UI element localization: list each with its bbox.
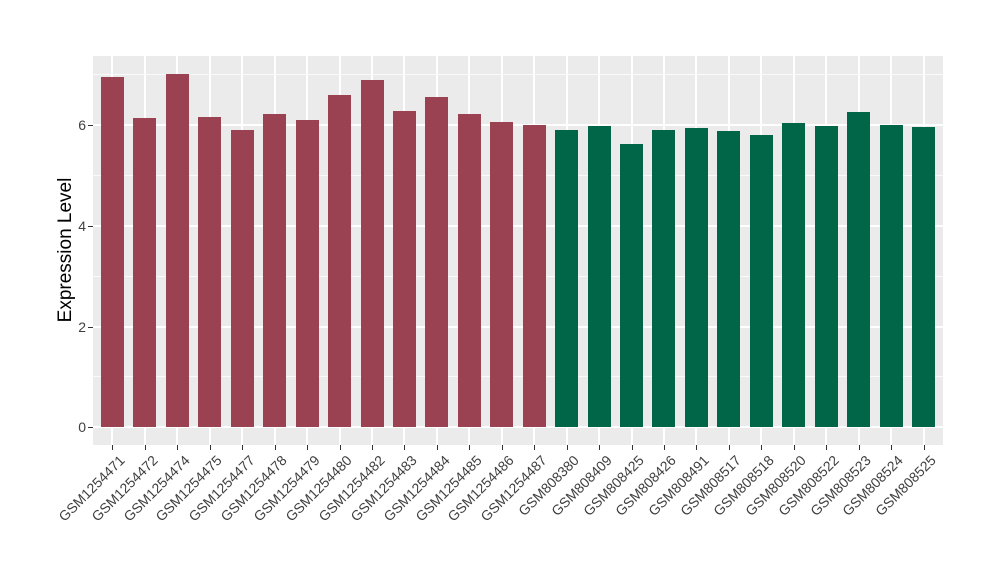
x-tick-mark-GSM1254474: [177, 445, 179, 450]
x-tick-mark-GSM1254483: [404, 445, 406, 450]
x-tick-mark-GSM808523: [858, 445, 860, 450]
bar-GSM1254478: [263, 113, 287, 428]
y-tick-mark-0: [88, 427, 93, 429]
bar-GSM1254485: [457, 113, 481, 428]
gridline-minor-y7: [93, 74, 943, 76]
x-tick-mark-GSM1254482: [372, 445, 373, 450]
y-axis-title: Expression Level: [55, 177, 76, 323]
x-tick-mark-GSM808520: [793, 445, 795, 450]
x-tick-mark-GSM1254486: [501, 445, 503, 450]
x-tick-mark-GSM1254487: [534, 445, 536, 450]
y-tick-label-6: 6: [78, 117, 86, 134]
bar-GSM808425: [620, 144, 644, 428]
x-tick-mark-GSM1254477: [242, 445, 244, 450]
x-tick-mark-GSM1254480: [339, 445, 341, 450]
x-tick-mark-GSM808380: [566, 445, 568, 450]
bar-GSM1254483: [392, 110, 416, 428]
x-tick-mark-GSM1254472: [144, 445, 146, 450]
bar-GSM808491: [684, 127, 708, 428]
y-tick-mark-4: [88, 225, 93, 227]
x-tick-mark-GSM1254479: [307, 445, 309, 450]
x-tick-mark-GSM808409: [599, 445, 601, 450]
x-tick-mark-GSM808518: [761, 445, 763, 450]
x-tick-mark-GSM808522: [826, 445, 828, 450]
bar-GSM808409: [587, 126, 611, 428]
y-tick-label-0: 0: [78, 419, 86, 436]
y-tick-mark-6: [88, 125, 93, 127]
bar-GSM808520: [782, 122, 806, 428]
bar-GSM1254482: [360, 79, 384, 428]
bar-GSM1254472: [133, 117, 157, 428]
y-tick-mark-2: [88, 326, 93, 328]
bar-GSM1254484: [425, 97, 449, 428]
x-tick-mark-GSM808491: [696, 445, 698, 450]
bar-GSM1254474: [165, 73, 189, 428]
x-tick-mark-GSM1254484: [436, 445, 438, 450]
gridline-major-y2: [93, 325, 943, 328]
gridline-major-y4: [93, 224, 943, 227]
x-tick-mark-GSM808426: [663, 445, 665, 450]
x-tick-mark-GSM808425: [631, 445, 633, 450]
bar-GSM808518: [749, 135, 773, 428]
bar-GSM808524: [879, 125, 903, 428]
y-tick-label-2: 2: [78, 318, 86, 335]
gridline-major-y6: [93, 124, 943, 127]
bar-GSM1254480: [328, 94, 352, 428]
bar-GSM1254479: [295, 119, 319, 428]
bar-GSM808380: [555, 130, 579, 428]
x-tick-mark-GSM1254471: [112, 445, 114, 450]
bar-GSM808517: [717, 131, 741, 428]
bar-GSM808522: [814, 126, 838, 428]
plot-panel: [93, 56, 943, 445]
gridline-minor-y1: [93, 376, 943, 378]
bar-GSM808525: [912, 127, 936, 428]
x-tick-mark-GSM1254485: [469, 445, 471, 450]
bar-GSM808426: [652, 130, 676, 428]
bar-GSM1254471: [100, 77, 124, 428]
y-tick-label-4: 4: [78, 217, 86, 234]
bar-GSM1254486: [490, 121, 514, 428]
bar-GSM808523: [847, 111, 871, 428]
gridline-minor-y5: [93, 174, 943, 176]
bar-GSM1254487: [522, 124, 546, 428]
gridline-major-y0: [93, 426, 943, 429]
gridline-minor-y3: [93, 275, 943, 277]
x-tick-mark-GSM808524: [891, 445, 893, 450]
x-tick-mark-GSM1254475: [209, 445, 211, 450]
bar-GSM1254475: [198, 116, 222, 428]
x-tick-mark-GSM1254478: [274, 445, 276, 450]
bar-GSM1254477: [230, 129, 254, 428]
x-tick-mark-GSM808525: [923, 445, 925, 450]
x-tick-mark-GSM808517: [728, 445, 730, 450]
